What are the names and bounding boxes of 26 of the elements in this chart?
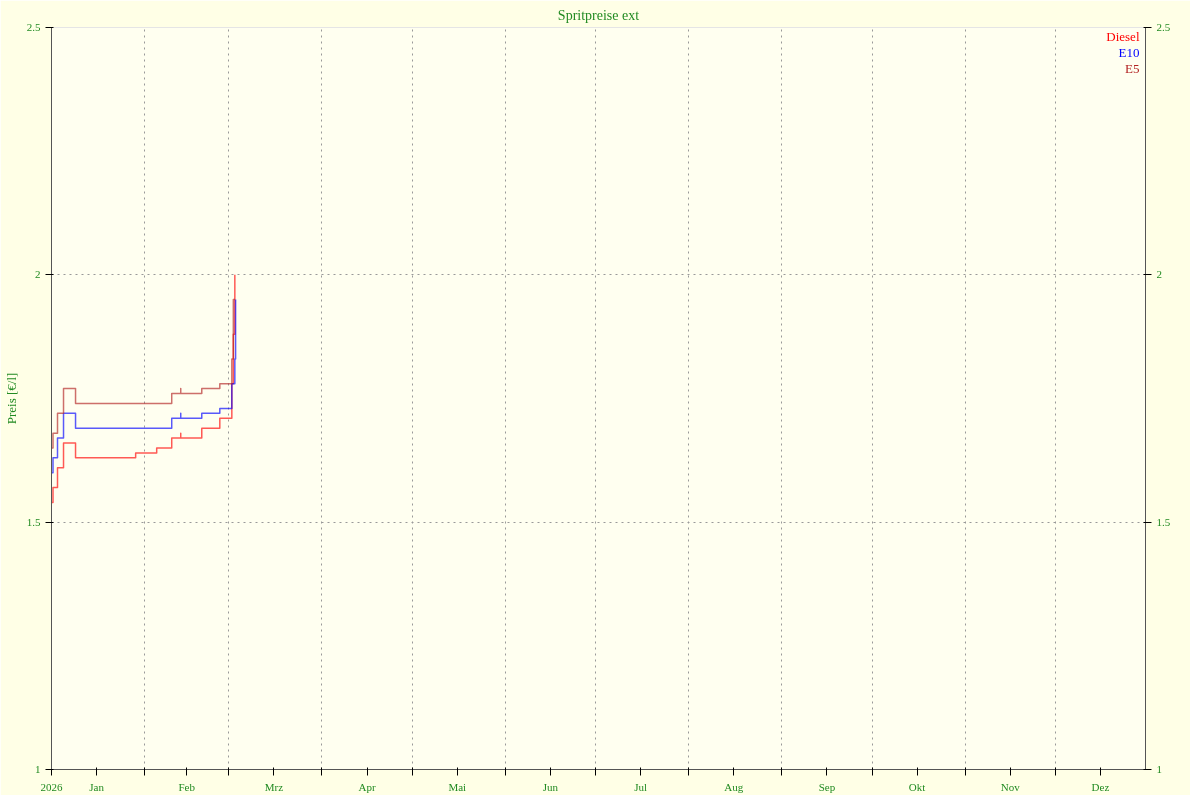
x-tick-label: Mai <box>448 780 467 793</box>
x-tick-label: Nov <box>1000 780 1021 793</box>
x-tick-label: Apr <box>358 780 376 793</box>
x-tick-label: Aug <box>724 780 744 793</box>
chart-title: Spritpreise ext <box>557 7 640 23</box>
x-tick-label: Okt <box>908 780 926 793</box>
y2-tick-label: 2 <box>1156 268 1162 281</box>
x-tick-label: Mrz <box>264 780 284 793</box>
y-tick-label: 1 <box>35 763 41 775</box>
y-axis-title: Preis [€/l] <box>3 372 19 425</box>
x-tick-label: Feb <box>178 780 196 793</box>
text: E5 <box>1125 60 1140 76</box>
y-tick-label: 2 <box>35 268 41 281</box>
text: Diesel <box>1106 28 1140 44</box>
x-tick-label: Dez <box>1091 780 1110 793</box>
y-tick-label: 1.5 <box>26 515 41 528</box>
x-tick-label: Sep <box>818 780 836 793</box>
y2-tick-label: 2.5 <box>1156 21 1171 33</box>
text: E10 <box>1118 44 1140 60</box>
x-tick-label: Jun <box>542 780 559 793</box>
x-tick-label: Jul <box>634 780 647 793</box>
y-tick-label: 2.5 <box>26 21 41 33</box>
y2-tick-label: 1.5 <box>1156 515 1171 528</box>
x-tick-label: Jan <box>89 780 105 793</box>
y2-tick-label: 1 <box>1156 763 1162 775</box>
x-tick-label: 2026 <box>40 780 63 793</box>
